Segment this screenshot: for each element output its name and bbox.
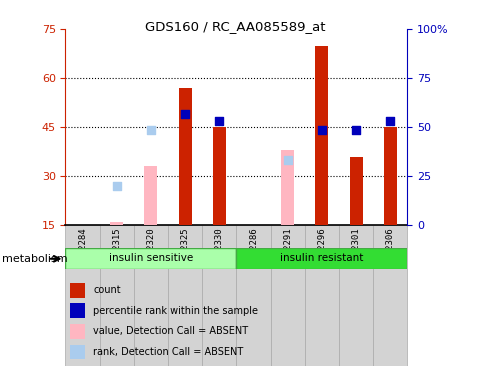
Bar xyxy=(69,303,85,318)
Bar xyxy=(270,225,304,366)
Bar xyxy=(134,225,167,366)
Bar xyxy=(202,225,236,366)
Bar xyxy=(383,127,396,225)
Text: count: count xyxy=(93,285,121,295)
Bar xyxy=(304,225,338,366)
Point xyxy=(147,127,154,133)
Point xyxy=(283,157,291,163)
Bar xyxy=(236,248,407,269)
Text: insulin sensitive: insulin sensitive xyxy=(108,253,193,264)
Bar xyxy=(167,225,202,366)
Bar xyxy=(65,248,236,269)
Bar xyxy=(315,46,328,225)
Bar xyxy=(338,225,372,366)
Bar xyxy=(69,324,85,339)
Text: insulin resistant: insulin resistant xyxy=(280,253,363,264)
Bar xyxy=(144,166,157,225)
Bar xyxy=(65,225,99,366)
Bar xyxy=(212,127,226,225)
Bar xyxy=(99,225,134,366)
Text: metabolism: metabolism xyxy=(2,254,68,264)
Point xyxy=(215,118,223,124)
Bar xyxy=(349,157,362,225)
Text: value, Detection Call = ABSENT: value, Detection Call = ABSENT xyxy=(93,326,248,336)
Point xyxy=(181,111,189,117)
Bar xyxy=(110,222,123,225)
Point xyxy=(386,118,393,124)
Bar xyxy=(69,345,85,359)
Point xyxy=(113,183,121,189)
Text: GDS160 / RC_AA085589_at: GDS160 / RC_AA085589_at xyxy=(145,20,325,33)
Text: percentile rank within the sample: percentile rank within the sample xyxy=(93,306,257,316)
Bar xyxy=(178,88,191,225)
Bar xyxy=(372,225,407,366)
Point xyxy=(351,127,359,133)
Text: rank, Detection Call = ABSENT: rank, Detection Call = ABSENT xyxy=(93,347,243,357)
Bar xyxy=(281,150,294,225)
Bar xyxy=(236,225,270,366)
Point xyxy=(318,127,325,133)
Bar xyxy=(69,283,85,298)
